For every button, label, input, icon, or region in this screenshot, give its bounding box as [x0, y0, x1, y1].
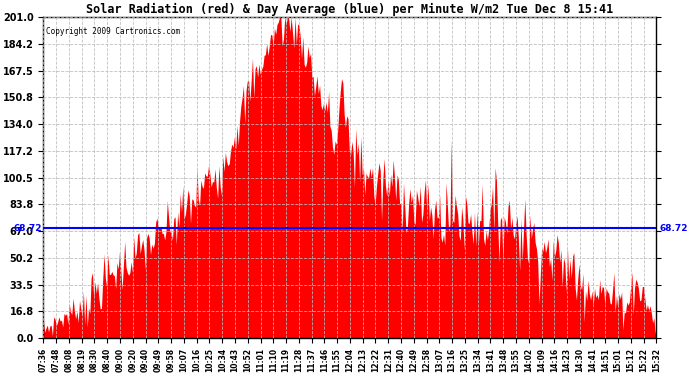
Text: 68.72: 68.72	[659, 224, 687, 233]
Title: Solar Radiation (red) & Day Average (blue) per Minute W/m2 Tue Dec 8 15:41: Solar Radiation (red) & Day Average (blu…	[86, 3, 613, 16]
Text: Copyright 2009 Cartronics.com: Copyright 2009 Cartronics.com	[46, 27, 181, 36]
Text: 68.72: 68.72	[14, 224, 42, 233]
